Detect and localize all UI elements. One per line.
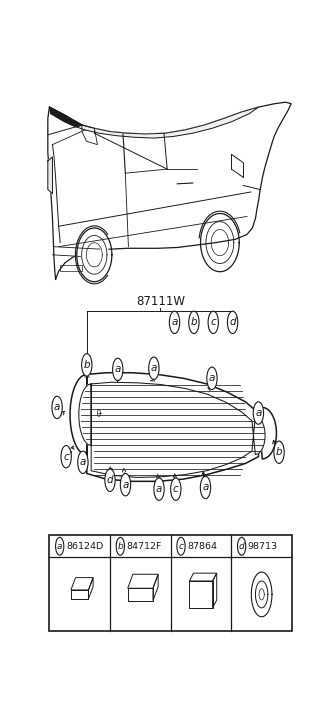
Circle shape <box>227 311 238 334</box>
Circle shape <box>56 537 64 555</box>
Text: 98713: 98713 <box>248 542 278 551</box>
Polygon shape <box>79 382 265 478</box>
Polygon shape <box>199 211 240 238</box>
Text: b: b <box>84 360 90 370</box>
Text: 87864: 87864 <box>187 542 217 551</box>
Text: b: b <box>276 447 282 457</box>
Circle shape <box>200 476 211 499</box>
Text: a: a <box>156 484 162 494</box>
Text: c: c <box>173 484 179 494</box>
Polygon shape <box>76 226 108 284</box>
Text: a: a <box>171 318 178 327</box>
Text: d: d <box>229 318 236 327</box>
Text: d: d <box>239 542 244 551</box>
Circle shape <box>154 478 164 500</box>
Text: 84712F: 84712F <box>127 542 162 551</box>
Circle shape <box>189 311 199 334</box>
Bar <box>49 535 292 631</box>
Text: c: c <box>178 542 183 551</box>
Polygon shape <box>70 373 276 481</box>
Text: b: b <box>190 318 197 327</box>
Text: a: a <box>209 374 215 383</box>
Text: c: c <box>210 318 216 327</box>
Circle shape <box>78 451 88 473</box>
Circle shape <box>169 311 180 334</box>
Circle shape <box>149 357 159 379</box>
Text: 87111W: 87111W <box>136 294 185 308</box>
Polygon shape <box>76 107 259 138</box>
Circle shape <box>82 354 92 376</box>
Text: a: a <box>54 403 60 412</box>
Polygon shape <box>48 103 291 279</box>
Circle shape <box>208 311 218 334</box>
Text: a: a <box>202 483 209 492</box>
Circle shape <box>120 473 131 496</box>
Circle shape <box>253 402 264 425</box>
Text: a: a <box>57 542 63 551</box>
Bar <box>60 265 82 271</box>
Circle shape <box>237 537 246 555</box>
Circle shape <box>207 367 217 390</box>
Circle shape <box>177 537 185 555</box>
Text: 86124D: 86124D <box>66 542 103 551</box>
Text: a: a <box>80 457 86 467</box>
Text: a: a <box>255 408 262 418</box>
Text: a: a <box>122 480 129 490</box>
Circle shape <box>274 441 284 463</box>
Circle shape <box>116 537 125 555</box>
Text: a: a <box>115 364 121 374</box>
Circle shape <box>171 478 181 500</box>
Polygon shape <box>49 107 82 126</box>
Circle shape <box>52 396 62 419</box>
Text: c: c <box>63 451 69 462</box>
Polygon shape <box>48 157 53 193</box>
Text: a: a <box>151 364 157 373</box>
Text: b: b <box>118 542 123 551</box>
Circle shape <box>105 469 115 491</box>
Circle shape <box>113 358 123 380</box>
Circle shape <box>61 446 71 468</box>
Text: d: d <box>107 475 113 485</box>
